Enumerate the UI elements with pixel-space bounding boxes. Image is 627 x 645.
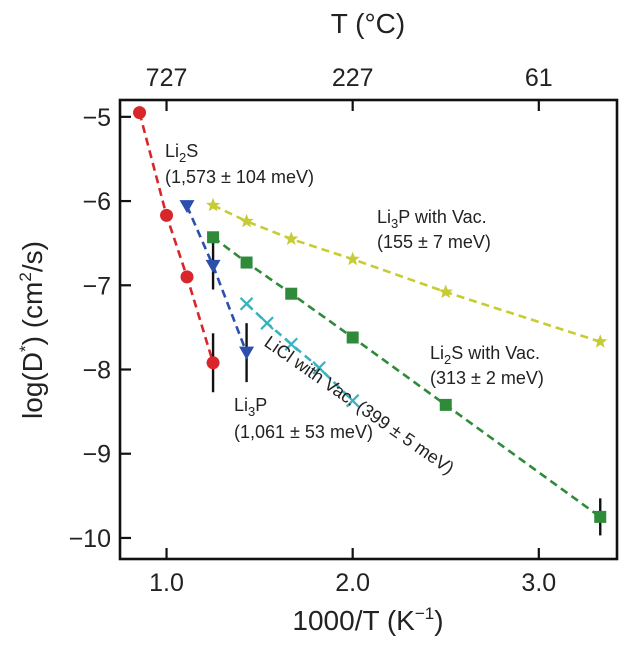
y-axis-title: log(D*) (cm2/s) (16, 241, 48, 419)
data-point-x (345, 393, 360, 408)
data-point-x (260, 316, 274, 330)
annotation-2: LiCl with Vac. (399 ± 5 meV) (261, 332, 458, 478)
top-tick-label: 727 (146, 64, 188, 92)
data-point-square (285, 287, 298, 300)
series-line (138, 112, 215, 364)
data-point-x (312, 361, 326, 375)
data-point-star (205, 197, 221, 212)
data-point-star (593, 334, 608, 348)
data-point-triangle (205, 259, 221, 273)
annotation-line: Li2S (165, 141, 198, 165)
data-point-circle (160, 208, 174, 222)
data-point-x (239, 297, 254, 311)
annotation-1: Li3P (1,061 ± 53 meV) (234, 395, 373, 442)
tick-labels: 1.0 2.0 3.0 727 227 61 −5 −6 −7 −8 −9 −10 (69, 64, 557, 597)
y-tick-label: −8 (82, 357, 111, 385)
data-point-circle (133, 106, 147, 120)
tick-marks (120, 100, 540, 559)
y-tick-label: −5 (82, 104, 111, 132)
y-tick-label: −9 (82, 441, 111, 469)
series-line (245, 302, 354, 402)
top-tick-label: 61 (525, 64, 553, 92)
data-point-triangle (239, 346, 255, 360)
annotation-line: Li3P with Vac. (377, 207, 487, 231)
series-line (212, 204, 601, 343)
data-point-square (240, 256, 253, 269)
annotation-line: Li2S with Vac. (430, 343, 540, 367)
data-point-triangle (179, 200, 195, 214)
annotation-line: Li3P (234, 395, 267, 419)
series-2 (239, 297, 360, 408)
y-tick-label: −6 (82, 188, 111, 216)
series-4 (205, 197, 608, 348)
top-axis-title: T (°C) (331, 8, 405, 39)
x-axis-title: 1000/T (K−1) (292, 604, 443, 636)
annotation-line: (313 ± 2 meV) (430, 368, 544, 388)
data-point-circle (180, 270, 194, 284)
top-tick-label: 227 (332, 64, 374, 92)
data-point-star (345, 251, 360, 266)
annotation-line: LiCl with Vac. (399 ± 5 meV) (261, 332, 458, 478)
series-0 (133, 106, 220, 393)
annotation-0: Li2S(1,573 ± 104 meV) (165, 141, 314, 187)
plot-frame (118, 98, 619, 561)
x-tick-label: 1.0 (149, 569, 184, 597)
data-point-circle (206, 356, 220, 370)
annotations: Li2S(1,573 ± 104 meV) Li3P (1,061 ± 53 meV… (165, 141, 544, 478)
annotation-line: (155 ± 7 meV) (377, 232, 491, 252)
series-line (185, 205, 248, 354)
data-point-square (207, 231, 220, 244)
data-point-star (284, 231, 299, 246)
annotation-line: (1,573 ± 104 meV) (165, 167, 314, 187)
data-point-x (284, 337, 299, 352)
y-tick-label: −10 (69, 525, 111, 553)
annotation-3: Li2S with Vac.(313 ± 2 meV) (430, 343, 544, 388)
data-point-star (239, 213, 254, 228)
x-tick-label: 2.0 (335, 569, 370, 597)
y-tick-label: −7 (82, 272, 111, 300)
data-point-star (438, 284, 453, 299)
series-layer (133, 106, 608, 536)
series-3 (207, 231, 607, 536)
series-line (212, 236, 601, 518)
data-point-square (346, 331, 359, 344)
annotation-4: Li3P with Vac.(155 ± 7 meV) (377, 207, 491, 252)
data-point-square (594, 510, 607, 523)
annotation-line: (1,061 ± 53 meV) (234, 422, 373, 442)
series-1 (179, 200, 255, 383)
x-tick-label: 3.0 (521, 569, 556, 597)
data-point-square (439, 398, 452, 411)
